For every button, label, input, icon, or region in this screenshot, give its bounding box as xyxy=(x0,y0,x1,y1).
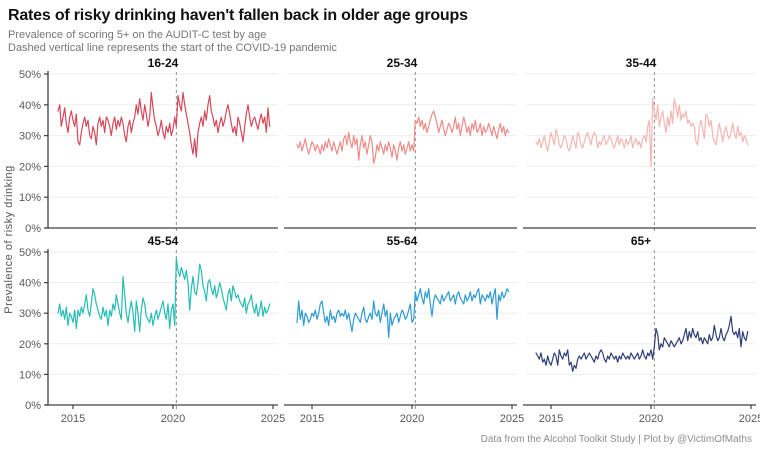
chart-header: Rates of risky drinking haven't fallen b… xyxy=(0,0,760,55)
facet-title-65+: 65+ xyxy=(631,234,651,248)
y-tick-label: 50% xyxy=(19,247,41,259)
facet-title-35-44: 35-44 xyxy=(626,56,657,70)
x-tick-label: 2015 xyxy=(61,413,85,425)
y-tick-label: 0% xyxy=(25,400,41,412)
series-line-55-64 xyxy=(296,288,510,339)
y-axis-label: Prevalence of risky drinking xyxy=(3,165,15,314)
facet-title-16-24: 16-24 xyxy=(148,56,179,70)
x-tick-label: 2015 xyxy=(539,413,563,425)
x-tick-label: 2025 xyxy=(261,413,285,425)
y-tick-label: 20% xyxy=(19,161,41,173)
x-tick-label: 2025 xyxy=(500,413,524,425)
x-tick-label: 2020 xyxy=(400,413,424,425)
y-tick-label: 10% xyxy=(19,369,41,381)
y-tick-label: 50% xyxy=(19,69,41,81)
chart-title: Rates of risky drinking haven't fallen b… xyxy=(8,7,468,24)
y-tick-label: 20% xyxy=(19,339,41,351)
x-tick-label: 2020 xyxy=(161,413,185,425)
x-tick-label: 2020 xyxy=(639,413,663,425)
facet-chart-svg: 16-24 0% 10% 20% 30% 40% 50% 25-34 35-44 45-54 0% 1… xyxy=(3,56,760,425)
chart-subtitle-line2: Dashed vertical line represents the star… xyxy=(8,42,337,54)
y-tick-label: 30% xyxy=(19,308,41,320)
y-tick-label: 40% xyxy=(19,100,41,112)
chart-subtitle-line1: Prevalence of scoring 5+ on the AUDIT-C … xyxy=(8,29,267,41)
y-tick-label: 10% xyxy=(19,192,41,204)
source-caption: Data from the Alcohol Toolkit Study | Pl… xyxy=(480,434,752,445)
series-line-16-24 xyxy=(57,91,271,158)
series-line-65+ xyxy=(535,315,749,372)
facet-chart-grid: 16-24 0% 10% 20% 30% 40% 50% 25-34 35-44 45-54 0% 1… xyxy=(0,52,760,432)
facet-title-25-34: 25-34 xyxy=(387,56,418,70)
facet-title-55-64: 55-64 xyxy=(387,234,418,248)
series-line-45-54 xyxy=(57,257,271,333)
series-line-35-44 xyxy=(535,97,749,168)
x-tick-label: 2015 xyxy=(300,413,324,425)
x-tick-label: 2025 xyxy=(739,413,760,425)
series-line-25-34 xyxy=(296,110,510,164)
facet-title-45-54: 45-54 xyxy=(148,234,179,248)
y-tick-label: 40% xyxy=(19,278,41,290)
y-tick-label: 30% xyxy=(19,131,41,143)
y-tick-label: 0% xyxy=(25,223,41,235)
